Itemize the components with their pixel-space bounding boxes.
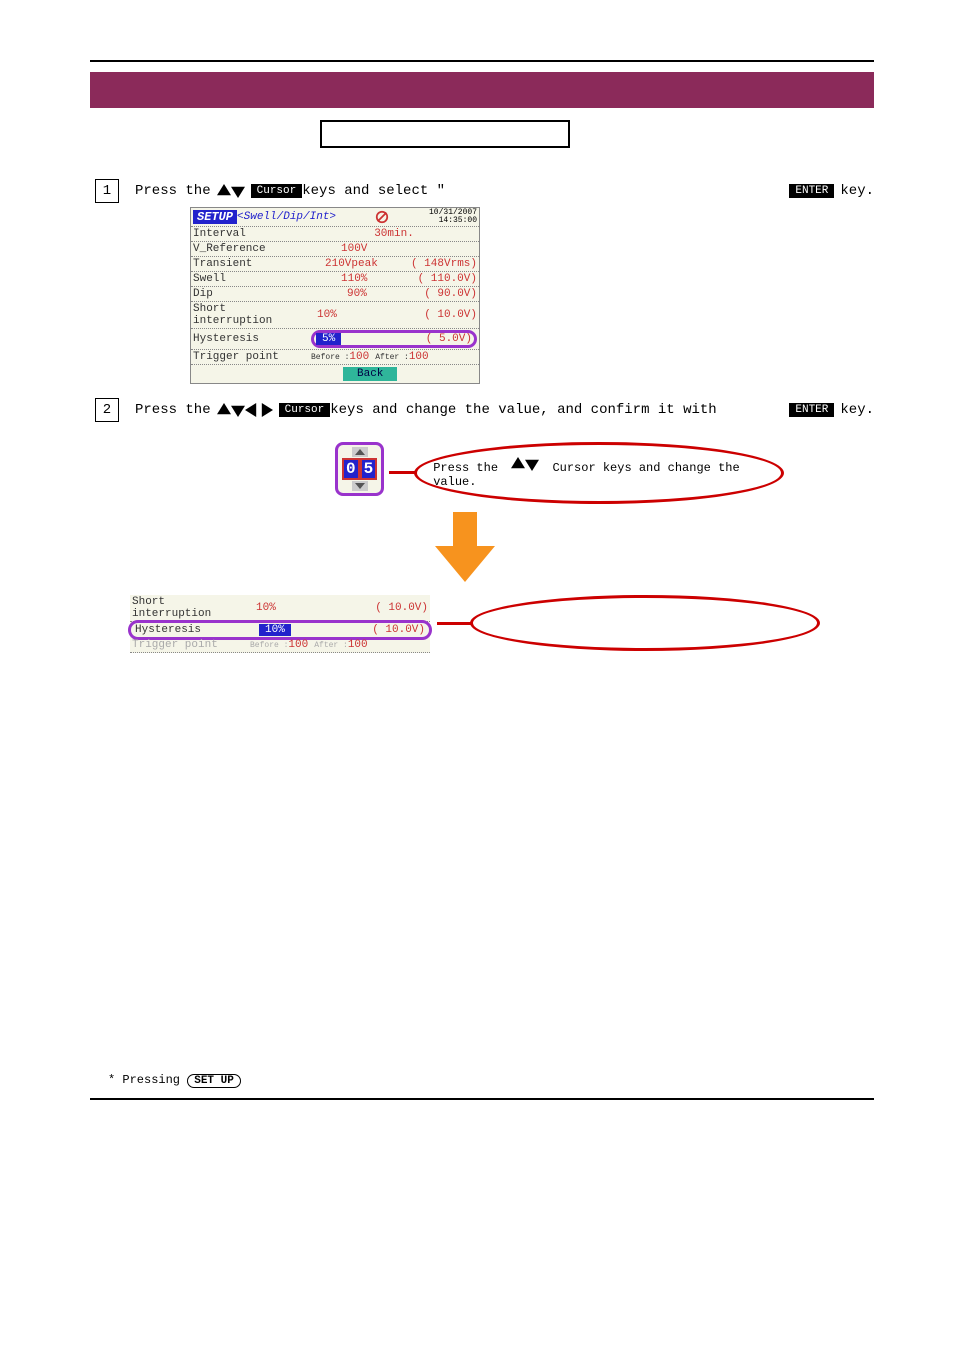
step-2: 2 Press the Cursor keys and change the v… <box>95 398 874 422</box>
lcd-screen-title: <Swell/Dip/Int> <box>237 211 336 223</box>
value-vref: 100V <box>341 243 367 255</box>
result-value-shorti: 10% <box>256 602 276 614</box>
result-callout <box>470 595 820 651</box>
spinner-up-icon[interactable] <box>352 447 368 457</box>
row-transient: Transient 210Vpeak ( 148Vrms) <box>191 257 479 272</box>
result-value-hyst[interactable]: 10% <box>259 624 291 636</box>
result-trigger-before-value: 100 <box>288 639 308 651</box>
row-swell: Swell 110% ( 110.0V) <box>191 272 479 287</box>
row-vref: V_Reference 100V <box>191 242 479 257</box>
step-1: 1 Press the Cursor keys and select " ENT… <box>95 179 874 203</box>
step-number-2: 2 <box>95 398 119 422</box>
paren-shorti: ( 10.0V) <box>424 309 477 321</box>
setup-key-pill: SET UP <box>187 1074 241 1088</box>
row-hysteresis: Hysteresis 5% ( 5.0V) <box>191 329 479 350</box>
value-swell: 110% <box>341 273 367 285</box>
result-label-shorti: Short interruption <box>132 596 250 620</box>
trigger-after-value: 100 <box>409 351 429 363</box>
spinner-digit-a: 0 <box>342 458 360 480</box>
enter-key-chip: ENTER <box>789 403 834 417</box>
lcd-time: 14:35:00 <box>439 216 477 225</box>
rule-bottom <box>90 1098 874 1100</box>
value-spinner[interactable]: 0 5 <box>335 442 384 496</box>
label-vref: V_Reference <box>193 243 311 255</box>
device-screen: SETUP <Swell/Dip/Int> 10/31/2007 14:35:0… <box>190 207 874 384</box>
range-box <box>320 120 570 148</box>
value-interval: 30min. <box>311 228 477 240</box>
label-shorti: Short interruption <box>193 303 311 327</box>
step1-text-a: Press the <box>135 183 211 199</box>
result-label-hyst: Hysteresis <box>135 624 253 636</box>
result-strip: Short interruption 10% ( 10.0V) Hysteres… <box>130 595 874 653</box>
step2-text-b: keys and change the value, and confirm i… <box>330 402 789 418</box>
row-trigger: Trigger point Before : 100 After : 100 <box>191 350 479 365</box>
paren-transient: ( 148Vrms) <box>411 258 477 270</box>
cursor-key-chip: Cursor <box>251 184 303 198</box>
value-dip: 90% <box>347 288 367 300</box>
updown-arrows-icon <box>511 457 539 471</box>
result-paren-hyst: ( 10.0V) <box>372 624 425 636</box>
step-number-1: 1 <box>95 179 119 203</box>
result-row-shorti: Short interruption 10% ( 10.0V) <box>130 595 430 622</box>
value-shorti: 10% <box>317 309 337 321</box>
spinner-callout: Press the Cursor keys and change the val… <box>414 442 784 504</box>
label-swell: Swell <box>193 273 311 285</box>
spinner-digit-b: 5 <box>360 458 378 480</box>
cursor-key-chip: Cursor <box>279 403 331 417</box>
result-trigger-after-value: 100 <box>348 639 368 651</box>
label-hysteresis: Hysteresis <box>193 333 311 345</box>
flow-arrow-icon <box>435 512 874 587</box>
trigger-before-label: Before : <box>311 353 349 362</box>
lcd-setup-badge: SETUP <box>193 210 237 224</box>
label-interval: Interval <box>193 228 311 240</box>
section-title-bar <box>90 72 874 108</box>
paren-swell: ( 110.0V) <box>418 273 477 285</box>
footer-note: * Pressing SET UP <box>108 1073 874 1088</box>
step2-text-a: Press the <box>135 402 211 418</box>
spinner-down-icon[interactable] <box>352 481 368 491</box>
paren-hysteresis: ( 5.0V) <box>426 333 472 345</box>
footer: * Pressing SET UP <box>90 1073 874 1100</box>
lcd: SETUP <Swell/Dip/Int> 10/31/2007 14:35:0… <box>190 207 480 384</box>
lcd-back-row: Back <box>191 365 479 383</box>
label-dip: Dip <box>193 288 311 300</box>
trigger-before-value: 100 <box>349 351 369 363</box>
row-interval: Interval 30min. <box>191 227 479 242</box>
value-hysteresis[interactable]: 5% <box>316 333 341 345</box>
result-label-trigger: Trigger point <box>132 639 250 651</box>
note-pre: * Pressing <box>108 1073 187 1087</box>
trigger-after-label: After : <box>375 353 409 362</box>
value-transient: 210Vpeak <box>325 258 378 270</box>
result-trigger-after-label: After : <box>314 641 348 650</box>
row-dip: Dip 90% ( 90.0V) <box>191 287 479 302</box>
spinner-area: 0 5 Press the Cursor keys and change the… <box>335 442 874 504</box>
step1-text-c: key. <box>840 183 874 199</box>
lcd-timestamp: 10/31/2007 14:35:00 <box>429 209 477 225</box>
lcd-header: SETUP <Swell/Dip/Int> 10/31/2007 14:35:0… <box>191 208 479 227</box>
step2-text-c: key. <box>840 402 874 418</box>
callout-text-pre: Press the <box>433 461 505 475</box>
paren-dip: ( 90.0V) <box>424 288 477 300</box>
result-lcd: Short interruption 10% ( 10.0V) Hysteres… <box>130 595 430 653</box>
result-row-trigger: Trigger point Before : 100 After : 100 <box>130 638 430 653</box>
updown-arrows-icon <box>217 184 245 198</box>
back-button[interactable]: Back <box>343 367 397 381</box>
hysteresis-highlight-ring: 5% ( 5.0V) <box>311 330 477 348</box>
label-trigger: Trigger point <box>193 351 311 363</box>
result-row-hysteresis: Hysteresis 10% ( 10.0V) <box>128 620 432 640</box>
rule-top <box>90 60 874 62</box>
result-trigger-before-label: Before : <box>250 641 288 650</box>
enter-key-chip: ENTER <box>789 184 834 198</box>
no-memory-icon <box>375 210 389 224</box>
four-arrows-icon <box>217 403 273 417</box>
row-short-interruption: Short interruption 10% ( 10.0V) <box>191 302 479 329</box>
label-transient: Transient <box>193 258 311 270</box>
result-paren-shorti: ( 10.0V) <box>375 602 428 614</box>
document-page: 1 Press the Cursor keys and select " ENT… <box>0 0 954 1166</box>
step1-text-b: keys and select " <box>302 183 789 199</box>
